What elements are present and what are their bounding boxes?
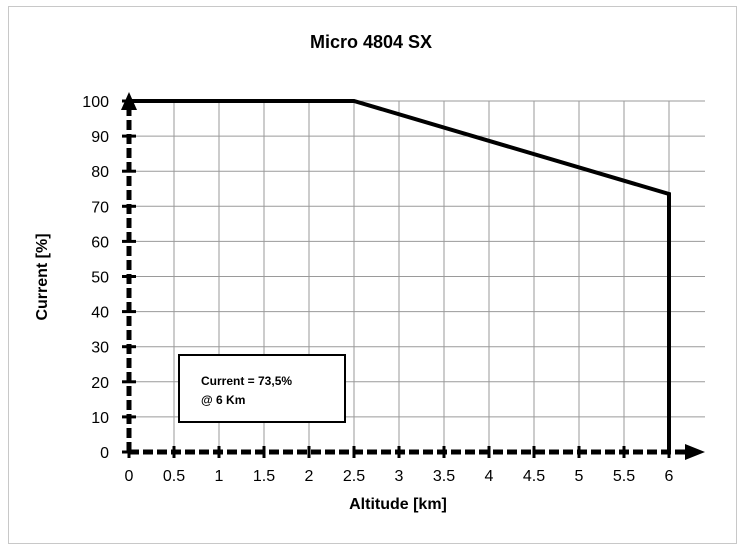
x-tick-label: 4: [485, 468, 494, 485]
y-tick-label: 100: [82, 94, 109, 111]
x-tick-label: 4.5: [523, 468, 545, 485]
x-tick-label: 0.5: [163, 468, 185, 485]
x-tick-label: 3.5: [433, 468, 455, 485]
x-tick-label: 1: [215, 468, 224, 485]
y-tick-labels: 0 10 20 30 40 50 60 70 80 90 100: [82, 94, 109, 462]
x-tick-labels: 0 0.5 1 1.5 2 2.5 3 3.5 4 4.5 5 5.5 6: [125, 468, 674, 485]
y-axis-label: Current [%]: [34, 233, 51, 320]
x-tick-label: 1.5: [253, 468, 275, 485]
x-tick-label: 5.5: [613, 468, 635, 485]
y-tick-label: 80: [91, 164, 109, 181]
annotation-line-2: @ 6 Km: [201, 393, 245, 407]
y-tick-label: 0: [100, 445, 109, 462]
y-tick-label: 10: [91, 410, 109, 427]
x-axis-arrow: [685, 444, 705, 460]
series: [129, 99, 671, 452]
x-tick-label: 3: [395, 468, 404, 485]
chart-title: Micro 4804 SX: [310, 32, 432, 52]
x-axis-label: Altitude [km]: [349, 496, 447, 513]
y-tick-label: 40: [91, 305, 109, 322]
x-tick-label: 0: [125, 468, 134, 485]
y-tick-label: 50: [91, 270, 109, 287]
y-tick-label: 90: [91, 129, 109, 146]
annotation-box: Current = 73,5% @ 6 Km: [178, 354, 346, 423]
series-line: [129, 99, 671, 452]
y-tick-label: 70: [91, 199, 109, 216]
annotation-line-1: Current = 73,5%: [201, 374, 292, 388]
y-tick-label: 60: [91, 234, 109, 251]
x-tick-label: 2.5: [343, 468, 365, 485]
x-tick-label: 6: [665, 468, 674, 485]
x-tick-label: 5: [575, 468, 584, 485]
y-tick-label: 20: [91, 375, 109, 392]
x-tick-label: 2: [305, 468, 314, 485]
axes: [121, 92, 705, 460]
y-tick-label: 30: [91, 340, 109, 357]
